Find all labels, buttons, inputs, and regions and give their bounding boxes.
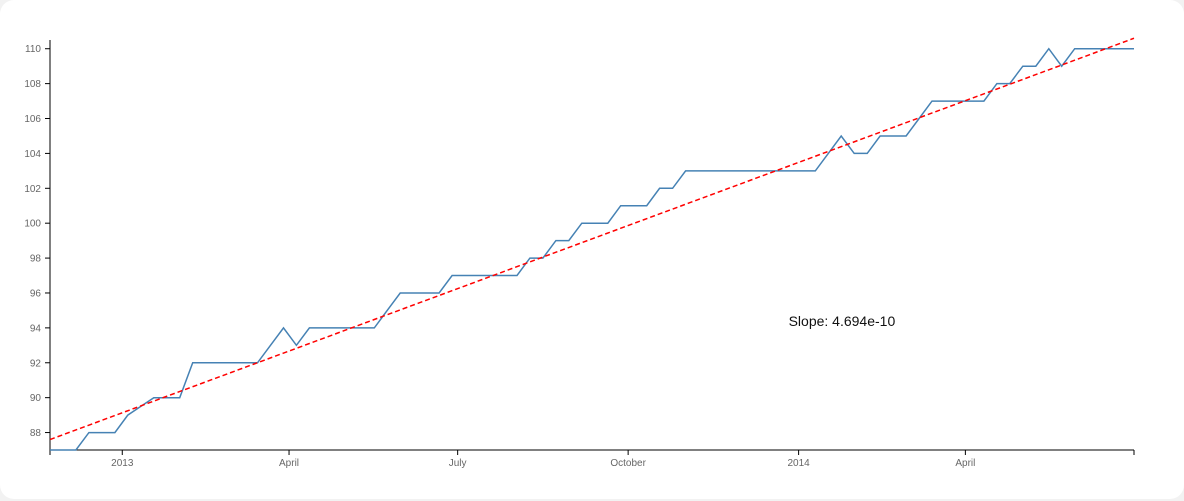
x-tick-label: 2014 (787, 458, 810, 469)
x-axis: 2013 April July October 2014 April (49, 449, 1135, 469)
slope-annotation: Slope: 4.694e-10 (789, 313, 896, 329)
x-tick-label: July (449, 458, 467, 469)
y-tick-label: 100 (24, 219, 41, 230)
y-tick-label: 102 (24, 184, 41, 195)
annotations: Slope: 4.694e-10 (789, 313, 896, 329)
x-tick-label: April (955, 458, 975, 469)
y-tick-label: 108 (24, 79, 41, 90)
y-axis: 88 90 92 94 96 98 100 102 104 106 108 110 (24, 40, 51, 450)
x-tick-label: 2013 (111, 458, 134, 469)
series-line (50, 47, 1134, 451)
y-tick-label: 104 (24, 149, 41, 160)
y-tick-label: 88 (30, 428, 42, 439)
y-tick-label: 92 (30, 358, 42, 369)
x-tick-label: April (279, 458, 299, 469)
y-tick-label: 106 (24, 114, 41, 125)
y-tick-label: 94 (30, 323, 42, 334)
y-tick-label: 96 (30, 288, 42, 299)
y-tick-label: 110 (25, 44, 41, 55)
x-tick-label: October (610, 458, 646, 469)
y-tick-label: 90 (30, 393, 42, 404)
y-tick-label: 98 (30, 254, 42, 265)
plot-area (49, 37, 1135, 451)
trend-line (49, 37, 1135, 441)
